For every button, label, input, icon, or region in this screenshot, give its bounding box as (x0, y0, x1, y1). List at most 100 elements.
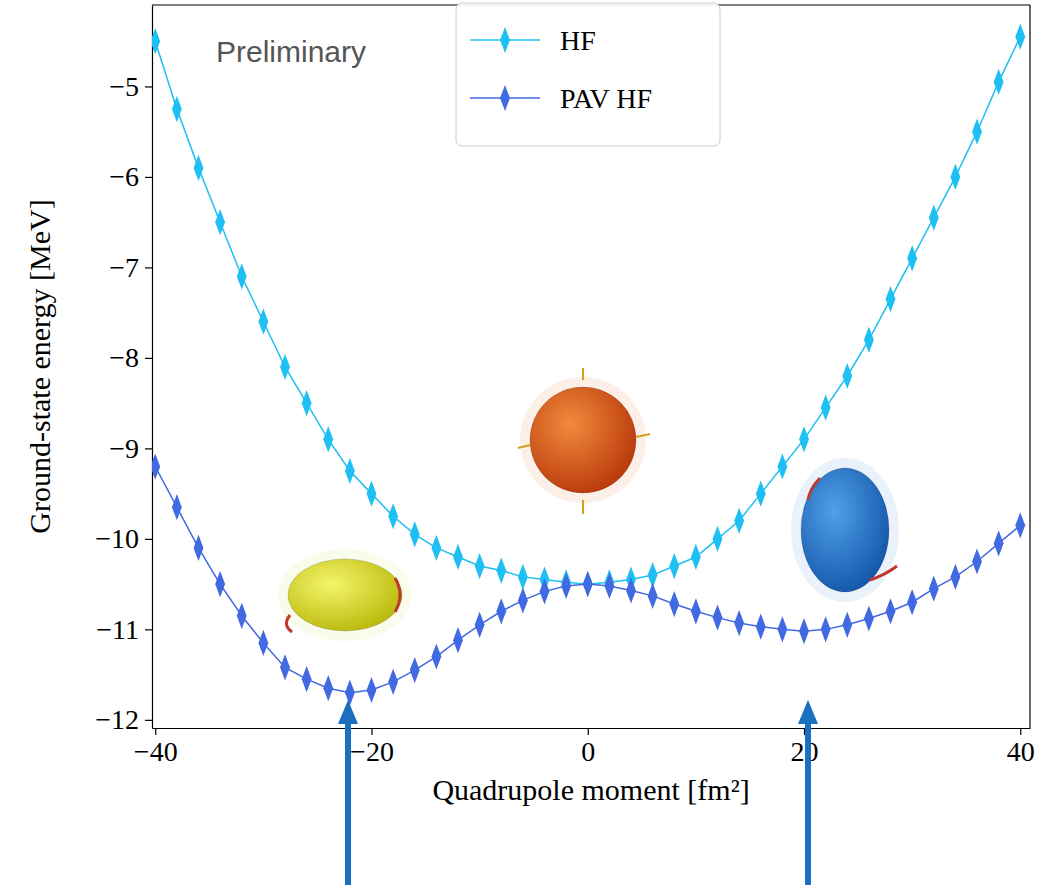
tick-mark (804, 728, 805, 735)
tick-mark (145, 86, 152, 87)
tick: −20 (350, 728, 394, 767)
marker (518, 564, 528, 590)
tick: −11 (96, 614, 152, 645)
marker (388, 669, 398, 695)
marker (496, 598, 506, 624)
tick: 20 (791, 728, 819, 767)
legend-label: PAV HF (560, 83, 652, 114)
rotation-arrow (870, 566, 897, 580)
marker (950, 164, 960, 190)
frame (1029, 5, 1030, 728)
tick-mark (1020, 728, 1021, 735)
tick-mark (145, 720, 152, 721)
marker (972, 548, 982, 574)
marker (691, 598, 701, 624)
pointer-arrow (805, 722, 811, 885)
tick-label: 0 (581, 736, 595, 767)
tick-label: −5 (109, 71, 139, 102)
marker (799, 618, 809, 644)
legend-marker (500, 27, 510, 53)
y-axis-title: Ground-state energy [MeV] (23, 199, 56, 533)
marker (886, 598, 896, 624)
marker (345, 680, 355, 706)
marker (388, 503, 398, 529)
tick: −6 (109, 161, 152, 192)
tick-label: 40 (1007, 736, 1035, 767)
tick-label: −40 (134, 736, 178, 767)
vibration-arrow (518, 445, 530, 448)
marker (431, 535, 441, 561)
marker (669, 553, 679, 579)
marker (669, 591, 679, 617)
marker (864, 605, 874, 631)
marker (367, 677, 377, 703)
marker (1015, 512, 1025, 538)
tick-label: −8 (109, 342, 139, 373)
marker (475, 553, 485, 579)
tick-label: −20 (350, 736, 394, 767)
tick-label: −7 (109, 252, 139, 283)
rotation-arrow (808, 478, 820, 500)
tick-label: −10 (95, 523, 139, 554)
shape-illustrations (278, 368, 899, 641)
legend: HF PAV HF (456, 3, 720, 146)
tick-label: −12 (95, 704, 139, 735)
marker (323, 675, 333, 701)
tick: −5 (109, 71, 152, 102)
marker (734, 508, 744, 534)
shape-halo (520, 377, 646, 503)
marker (713, 526, 723, 552)
tick-mark (145, 629, 152, 630)
marker (540, 578, 550, 604)
marker (237, 263, 247, 289)
tick-label: −6 (109, 161, 139, 192)
marker (475, 612, 485, 638)
marker (258, 630, 268, 656)
marker (929, 205, 939, 231)
marker (280, 354, 290, 380)
tick-mark (145, 177, 152, 178)
marker (215, 209, 225, 235)
tick-mark (371, 728, 372, 735)
shape-halo (278, 549, 412, 641)
marker (431, 643, 441, 669)
annotation: Preliminary (216, 35, 366, 68)
marker (1015, 24, 1025, 50)
marker (777, 453, 787, 479)
marker (367, 481, 377, 507)
marker (842, 363, 852, 389)
tick-mark (145, 267, 152, 268)
tick-label: −9 (109, 433, 139, 464)
marker (410, 657, 420, 683)
marker (929, 576, 939, 602)
axis-line (152, 6, 153, 729)
marker (777, 616, 787, 642)
tick: −9 (109, 433, 152, 464)
chart: −40 −20 0 20 40 −12 −11 −10 −9 −8 −7 −6 −5 Preliminar… (0, 0, 1048, 889)
marker (194, 155, 204, 181)
marker (648, 583, 658, 609)
marker (302, 666, 312, 692)
legend-label: HF (560, 25, 596, 56)
marker (994, 69, 1004, 95)
marker (821, 395, 831, 421)
shape-halo (791, 458, 899, 602)
x-axis: −40 −20 0 20 40 (134, 728, 1035, 767)
marker (821, 616, 831, 642)
marker (950, 564, 960, 590)
tick-mark (145, 448, 152, 449)
marker (907, 245, 917, 271)
marker (345, 458, 355, 484)
marker (172, 494, 182, 520)
vibration-arrow (636, 434, 650, 437)
tick: −10 (95, 523, 152, 554)
marker (172, 96, 182, 122)
marker (864, 327, 874, 353)
marker (756, 614, 766, 640)
marker (626, 577, 636, 603)
tick: −7 (109, 252, 152, 283)
tick-mark (145, 539, 152, 540)
marker (972, 119, 982, 145)
marker (994, 530, 1004, 556)
marker (496, 557, 506, 583)
